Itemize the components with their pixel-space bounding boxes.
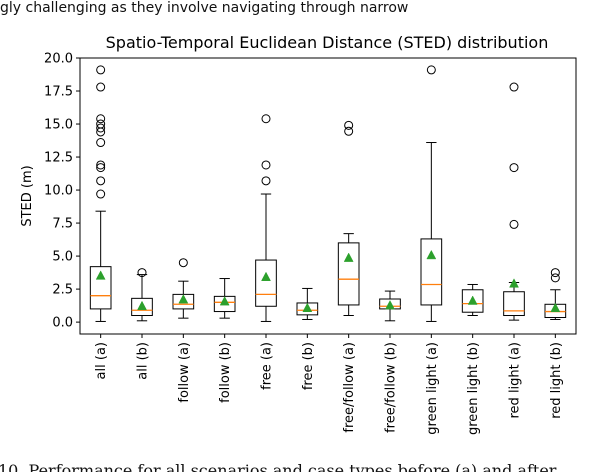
box-group <box>379 290 401 322</box>
y-tick-label: 10.0 <box>44 184 73 199</box>
outlier-point <box>261 176 271 186</box>
x-tick-label: free/follow (b) <box>384 342 399 433</box>
box-group <box>213 278 236 319</box>
y-tick-label: 20.0 <box>44 52 73 67</box>
box-group <box>296 287 319 320</box>
outlier-point <box>178 258 188 268</box>
mean-marker <box>219 296 230 306</box>
chart-title: Spatio-Temporal Euclidean Distance (STED… <box>106 33 549 52</box>
x-tick-label: free (b) <box>301 342 316 390</box>
outlier-point <box>96 65 106 75</box>
box-group <box>461 283 484 317</box>
boxes-layer <box>89 65 567 322</box>
outlier-point <box>344 120 354 130</box>
y-tick-label: 15.0 <box>44 118 73 133</box>
x-tick-label: red light (a) <box>508 342 523 419</box>
outlier-point <box>509 82 519 92</box>
y-axis-ticks: 0.0 2.5 5.0 7.5 10.0 12.5 15.0 17.5 20.0 <box>44 52 80 331</box>
x-tick-label: green light (b) <box>466 342 481 435</box>
page-text-bottom: 10. Performance for all scenarios and ca… <box>0 461 557 472</box>
box-group <box>172 258 195 319</box>
box-iqr <box>255 259 277 307</box>
outlier-point <box>509 219 519 229</box>
outlier-point <box>96 189 106 199</box>
box-group <box>503 82 525 321</box>
mean-marker <box>343 252 354 262</box>
box-iqr <box>89 266 112 310</box>
box-group <box>131 268 153 322</box>
page-text-top: gly challenging as they involve navigati… <box>0 0 409 16</box>
outlier-point <box>550 268 560 278</box>
x-tick-label: free (a) <box>260 342 275 390</box>
plot-frame <box>79 57 577 335</box>
box-iqr <box>337 242 360 306</box>
outlier-point <box>96 114 106 124</box>
box-iqr <box>503 291 525 317</box>
y-tick-label: 7.5 <box>52 217 73 232</box>
outlier-point <box>96 138 106 148</box>
mean-marker <box>509 278 519 288</box>
outlier-point <box>96 123 106 133</box>
y-tick-label: 5.0 <box>52 250 73 265</box>
outlier-point <box>550 273 560 283</box>
x-tick-label: all (b) <box>136 342 151 380</box>
outlier-point <box>261 160 271 170</box>
outlier-point <box>96 176 106 186</box>
box-group <box>89 65 112 322</box>
outlier-point <box>137 268 147 278</box>
box-iqr <box>461 289 484 313</box>
mean-marker <box>426 249 437 260</box>
outlier-point <box>96 160 106 170</box>
outlier-point <box>96 119 106 129</box>
x-tick-label: all (a) <box>94 342 109 379</box>
x-tick-label: green light (a) <box>425 342 440 435</box>
outlier-point <box>96 163 106 173</box>
outlier-point <box>509 163 519 173</box>
y-tick-label: 12.5 <box>44 151 73 166</box>
mean-marker <box>95 270 106 280</box>
y-tick-label: 2.5 <box>52 283 73 298</box>
mean-marker <box>467 295 478 305</box>
box-group <box>255 114 277 322</box>
x-tick-label: red light (b) <box>549 342 564 419</box>
box-iqr <box>420 238 443 306</box>
outlier-point <box>261 114 271 124</box>
x-axis-ticks: all (a) all (b) follow (a) follow (b) free (… <box>94 334 564 435</box>
x-tick-label: follow (b) <box>218 342 233 403</box>
mean-marker <box>178 294 189 304</box>
box-group <box>337 120 360 317</box>
mean-marker <box>385 300 395 310</box>
x-tick-label: free/follow (a) <box>342 342 357 433</box>
outlier-point <box>96 82 106 92</box>
y-tick-label: 17.5 <box>44 85 73 100</box>
mean-marker <box>302 302 313 312</box>
mean-marker <box>550 302 561 312</box>
y-tick-label: 0.0 <box>52 316 73 331</box>
mean-marker <box>137 300 147 311</box>
box-group <box>420 65 443 322</box>
box-group <box>544 268 567 320</box>
mean-marker <box>261 271 271 281</box>
outlier-point <box>426 65 436 75</box>
y-axis-title: STED (m) <box>20 165 35 226</box>
x-tick-label: follow (a) <box>177 342 192 403</box>
box-iqr <box>131 297 153 317</box>
outlier-point <box>344 126 354 136</box>
